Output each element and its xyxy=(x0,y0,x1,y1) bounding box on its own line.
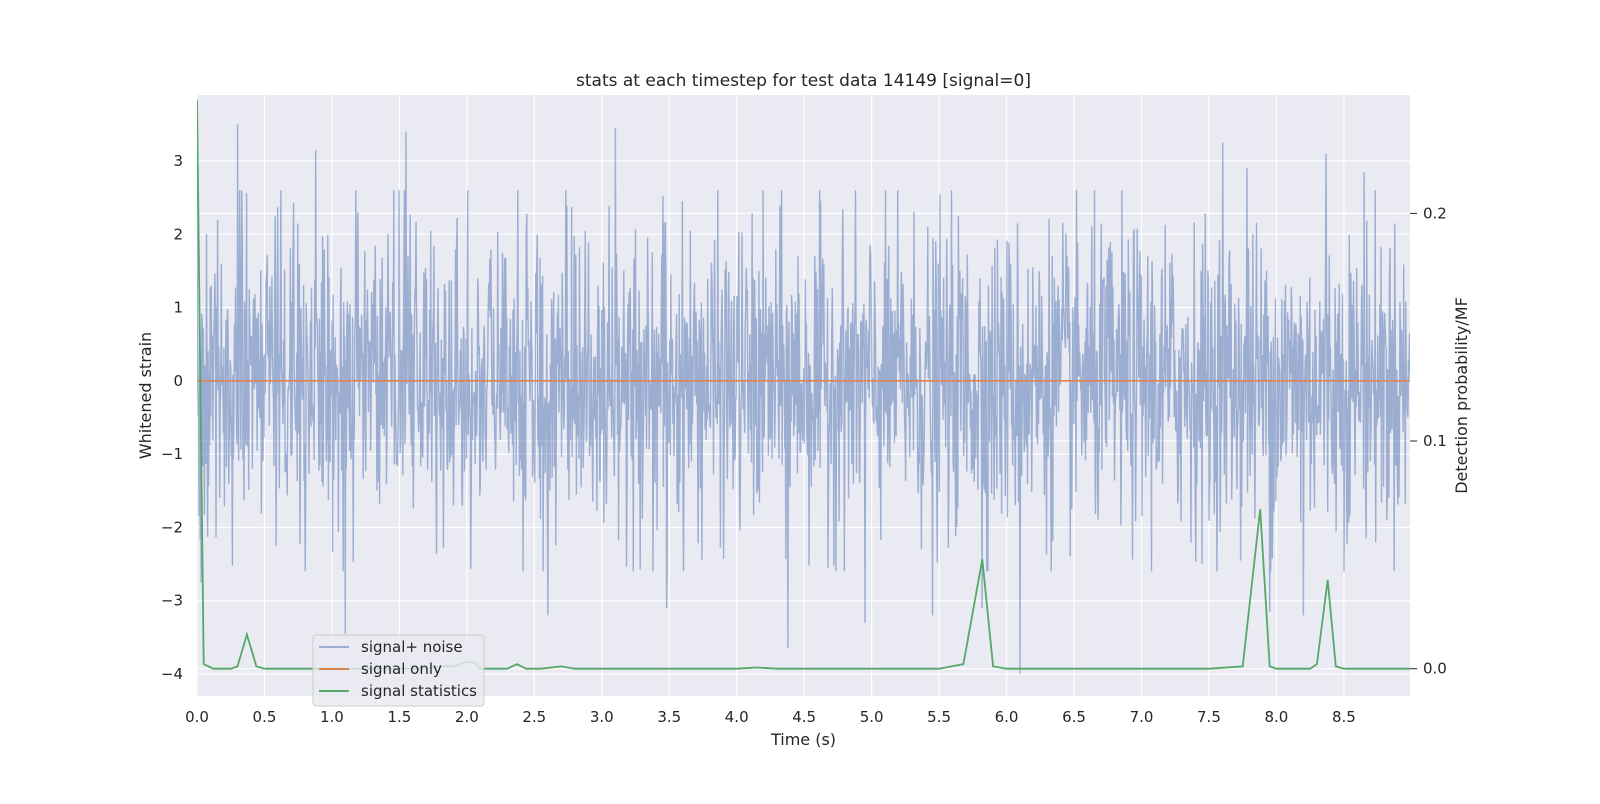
y-tick-label: −3 xyxy=(161,592,183,610)
x-axis-label: Time (s) xyxy=(770,730,836,749)
x-tick-label: 7.0 xyxy=(1130,708,1154,726)
y2-tick-label: 0.0 xyxy=(1423,660,1447,678)
x-tick-label: 3.0 xyxy=(590,708,614,726)
y2-tick-label: 0.2 xyxy=(1423,204,1447,222)
legend-box xyxy=(312,634,485,707)
y-tick-label: 0 xyxy=(173,372,183,390)
legend: signal+ noise signal only signal statist… xyxy=(312,634,485,707)
y-tick-label: 3 xyxy=(173,152,183,170)
y-axis-label: Whitened strain xyxy=(136,332,155,459)
series-line-signal-noise xyxy=(197,124,1410,675)
x-tick-label: 0.5 xyxy=(253,708,277,726)
x-tick-label: 8.5 xyxy=(1332,708,1356,726)
chart-title: stats at each timestep for test data 141… xyxy=(576,71,1031,91)
x-tick-label: 6.0 xyxy=(995,708,1019,726)
y2-axis-label: Detection probability/MF xyxy=(1452,297,1471,494)
x-tick-label: 4.5 xyxy=(792,708,816,726)
y-tick-label: 2 xyxy=(173,225,183,243)
x-tick-label: 7.5 xyxy=(1197,708,1221,726)
x-tick-label: 0.0 xyxy=(185,708,209,726)
x-tick-label: 5.0 xyxy=(860,708,884,726)
x-axis-ticks: 0.0 0.5 1.0 1.5 2.0 2.5 3.0 3.5 4.0 4.5 5.0 5.5 6.0 6… xyxy=(185,708,1356,726)
y-axis-ticks: 3 2 1 0 −1 −2 −3 −4 xyxy=(161,152,183,683)
x-tick-label: 5.5 xyxy=(927,708,951,726)
y2-axis-ticks: 0.2 0.1 0.0 xyxy=(1410,204,1447,678)
y-tick-label: −4 xyxy=(161,665,183,683)
y-tick-label: −1 xyxy=(161,445,183,463)
x-tick-label: 8.0 xyxy=(1264,708,1288,726)
legend-label-signal-noise: signal+ noise xyxy=(361,638,463,656)
x-tick-label: 2.0 xyxy=(455,708,479,726)
series-layer xyxy=(197,99,1410,675)
y-tick-label: −2 xyxy=(161,518,183,536)
legend-label-signal-statistics: signal statistics xyxy=(361,682,477,700)
x-tick-label: 4.0 xyxy=(725,708,749,726)
x-tick-label: 6.5 xyxy=(1062,708,1086,726)
x-tick-label: 1.5 xyxy=(387,708,411,726)
x-tick-label: 2.5 xyxy=(522,708,546,726)
series-line-signal-statistics xyxy=(197,99,1410,670)
y-tick-label: 1 xyxy=(173,299,183,317)
x-tick-label: 3.5 xyxy=(657,708,681,726)
x-tick-label: 1.0 xyxy=(320,708,344,726)
y2-tick-label: 0.1 xyxy=(1423,432,1447,450)
legend-label-signal-only: signal only xyxy=(361,660,442,678)
